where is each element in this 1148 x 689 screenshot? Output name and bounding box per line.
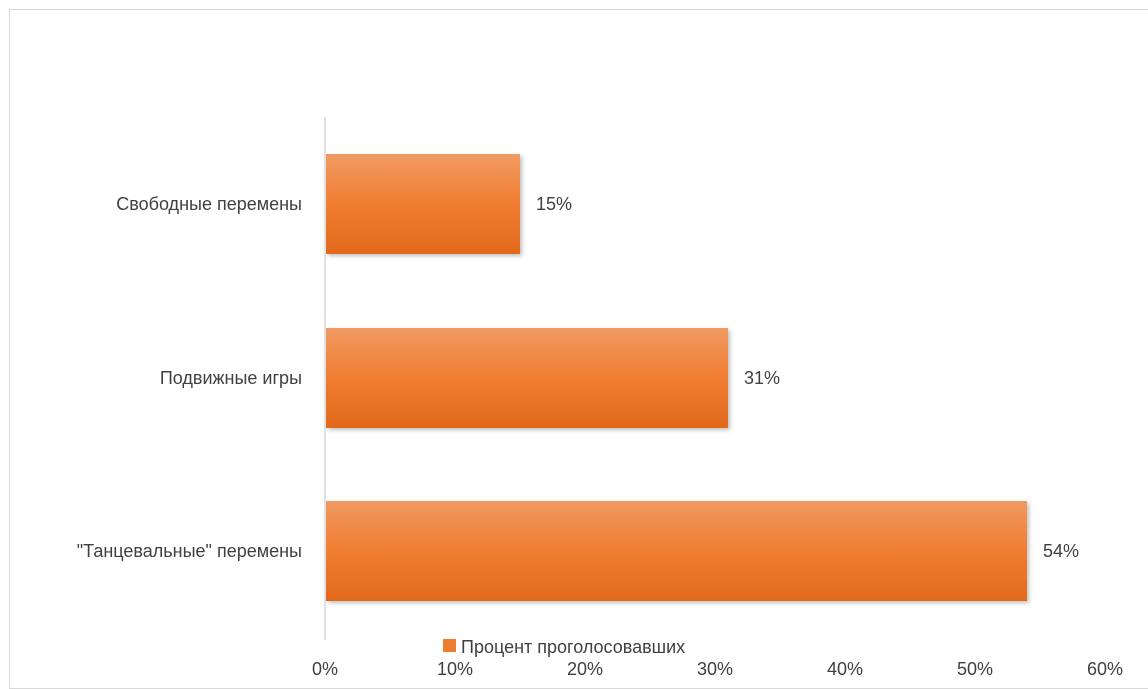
category-label: Свободные перемены xyxy=(116,194,302,214)
x-tick-label: 0% xyxy=(312,659,338,679)
bar xyxy=(326,328,728,428)
legend-swatch xyxy=(443,639,456,652)
x-tick-label: 10% xyxy=(437,659,473,679)
x-axis: 0% 10% 20% 30% 40% 50% 60% xyxy=(312,117,1123,679)
x-tick-label: 20% xyxy=(567,659,603,679)
bar xyxy=(326,154,520,254)
category-label: "Танцевальные" перемены xyxy=(77,541,302,561)
x-tick-label: 50% xyxy=(957,659,993,679)
data-label: 31% xyxy=(744,368,780,388)
bar xyxy=(326,501,1027,601)
data-labels: 15% 31% 54% xyxy=(536,194,1079,561)
legend-label: Процент проголосовавших xyxy=(461,637,685,657)
x-tick-label: 60% xyxy=(1087,659,1123,679)
data-label: 54% xyxy=(1043,541,1079,561)
legend: Процент проголосовавших xyxy=(443,637,685,657)
x-tick-label: 40% xyxy=(827,659,863,679)
category-label: Подвижные игры xyxy=(160,368,302,388)
data-label: 15% xyxy=(536,194,572,214)
x-tick-label: 30% xyxy=(697,659,733,679)
bars-layer xyxy=(326,154,1027,601)
category-labels: Свободные перемены Подвижные игры "Танцева… xyxy=(77,194,302,561)
